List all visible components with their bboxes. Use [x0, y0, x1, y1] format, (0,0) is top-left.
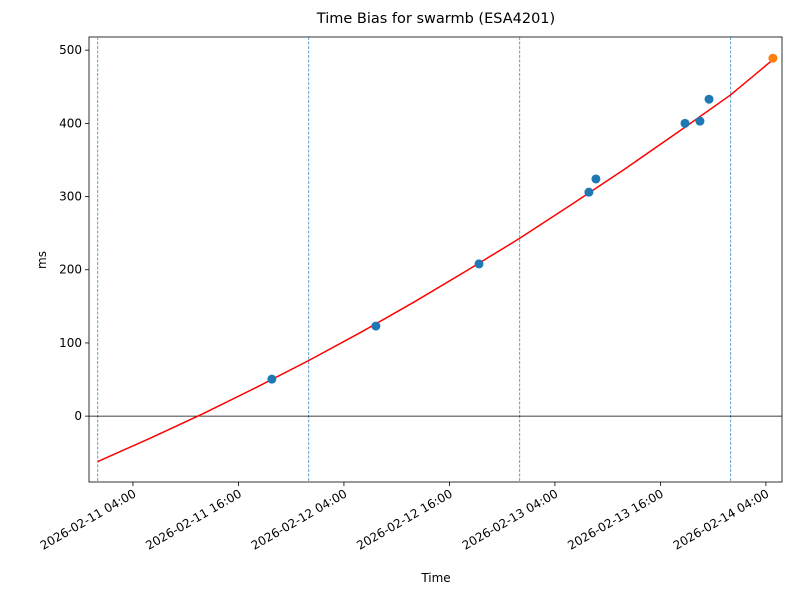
y-tick-label: 300 — [59, 190, 82, 204]
chart-title: Time Bias for swarmb (ESA4201) — [316, 11, 555, 27]
data-point — [695, 116, 705, 126]
plot-frame — [88, 36, 783, 483]
x-tick-label: 2026-02-13 04:00 — [460, 486, 561, 552]
data-point — [267, 374, 277, 384]
x-tick-label: 2026-02-14 04:00 — [671, 486, 772, 552]
y-tick-label: 100 — [59, 336, 82, 350]
x-tick-label: 2026-02-13 16:00 — [565, 486, 666, 552]
data-point — [474, 259, 484, 269]
y-tick-label: 400 — [59, 116, 82, 130]
y-axis-label: ms — [35, 251, 49, 269]
fit-line — [97, 59, 774, 463]
x-tick-label: 2026-02-11 16:00 — [143, 486, 244, 552]
x-tick-label: 2026-02-12 04:00 — [249, 486, 350, 552]
data-point — [704, 94, 714, 104]
data-point — [591, 174, 601, 184]
y-tick-label: 0 — [74, 409, 82, 423]
y-tick-label: 500 — [59, 43, 82, 57]
x-tick-label: 2026-02-12 16:00 — [354, 486, 455, 552]
data-point — [768, 53, 778, 63]
y-tick-label: 200 — [59, 263, 82, 277]
data-point — [680, 118, 690, 128]
x-tick-label: 2026-02-11 04:00 — [38, 486, 139, 552]
x-axis-label: Time — [420, 571, 450, 585]
data-point — [371, 321, 381, 331]
data-point — [584, 187, 594, 197]
